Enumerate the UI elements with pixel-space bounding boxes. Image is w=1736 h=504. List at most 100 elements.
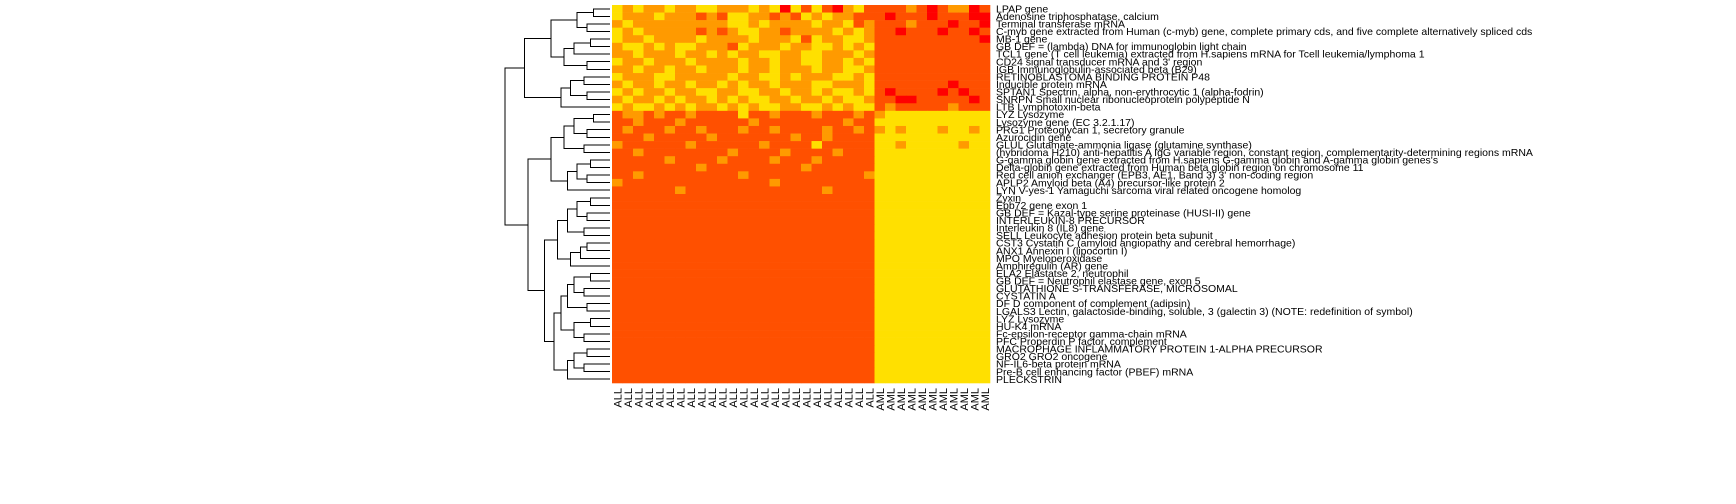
heatmap-cell — [717, 50, 728, 59]
heatmap-cell — [622, 35, 634, 44]
heatmap-cell — [727, 299, 739, 308]
heatmap-cell — [895, 322, 907, 331]
heatmap-cell — [717, 209, 728, 217]
heatmap-cell — [685, 292, 697, 301]
heatmap-cell — [664, 103, 676, 112]
heatmap-cell — [811, 156, 823, 165]
dendrogram-branch — [573, 42, 610, 55]
heatmap-cell — [664, 216, 676, 225]
heatmap-cell — [654, 163, 665, 172]
heatmap-cell — [832, 65, 844, 74]
heatmap-cell — [685, 337, 697, 346]
heatmap-cell — [759, 171, 770, 180]
heatmap-cell — [643, 12, 655, 21]
heatmap-cell — [790, 239, 802, 248]
heatmap-cell — [748, 277, 760, 286]
heatmap-cell — [748, 322, 760, 331]
heatmap-cell — [843, 352, 854, 361]
heatmap-cell — [769, 322, 781, 331]
heatmap-cell — [885, 65, 896, 74]
heatmap-cell — [801, 254, 812, 263]
heatmap-cell — [622, 322, 634, 331]
heatmap-cell — [843, 133, 854, 142]
heatmap-cell — [706, 148, 718, 157]
heatmap-cell — [769, 125, 781, 134]
heatmap-cell — [727, 201, 739, 210]
heatmap-cell — [717, 80, 728, 89]
row-label: GLUL Glutamate-ammonia ligase (glutamine… — [996, 139, 1252, 151]
heatmap-cell — [790, 5, 802, 13]
heatmap-cell — [906, 118, 917, 127]
heatmap-cell — [937, 50, 949, 59]
heatmap-cell — [853, 88, 865, 97]
heatmap-cell — [864, 125, 875, 134]
heatmap-cell — [633, 95, 644, 104]
heatmap-cell — [706, 163, 718, 172]
heatmap-cell — [958, 254, 970, 263]
heatmap-cell — [958, 307, 970, 316]
heatmap-cell — [717, 292, 728, 301]
heatmap-cell — [633, 367, 644, 376]
heatmap-cell — [622, 5, 634, 13]
heatmap-cell — [948, 178, 959, 187]
heatmap-cell — [927, 277, 938, 286]
heatmap-cell — [916, 292, 928, 301]
heatmap-cell — [906, 65, 917, 74]
heatmap-cell — [685, 118, 697, 127]
heatmap-cell — [885, 231, 896, 240]
heatmap-cell — [717, 186, 728, 195]
heatmap-cell — [916, 65, 928, 74]
heatmap-cell — [759, 352, 770, 361]
heatmap-cell — [706, 5, 718, 13]
heatmap-cell — [643, 307, 655, 316]
heatmap-cell — [738, 95, 749, 104]
heatmap-cell — [811, 95, 823, 104]
heatmap-cell — [885, 224, 896, 233]
heatmap-cell — [969, 367, 980, 376]
heatmap-cell — [706, 186, 718, 195]
heatmap-cell — [885, 42, 896, 51]
heatmap-cell — [769, 299, 781, 308]
heatmap-cell — [759, 133, 770, 142]
heatmap-cell — [738, 299, 749, 308]
heatmap-cell — [801, 35, 812, 44]
heatmap-cell — [654, 224, 665, 233]
heatmap-cell — [948, 12, 959, 21]
dendrogram-branch — [576, 12, 594, 29]
heatmap-cell — [769, 239, 781, 248]
row-label: Terminal transferase mRNA — [996, 19, 1125, 31]
heatmap-cell — [958, 148, 970, 157]
heatmap-cell — [706, 322, 718, 331]
heatmap-cell — [748, 239, 760, 248]
dendrogram-branch — [524, 38, 561, 99]
heatmap-cell — [727, 35, 739, 44]
heatmap-cell — [696, 224, 707, 233]
heatmap-cell — [790, 194, 802, 202]
heatmap-cell — [927, 73, 938, 81]
heatmap-cell — [927, 352, 938, 361]
dendrogram-branch — [593, 114, 610, 123]
heatmap-cell — [769, 148, 781, 157]
heatmap-cell — [916, 95, 928, 104]
heatmap-cell — [769, 57, 781, 66]
heatmap-cell — [811, 337, 823, 346]
heatmap-cell — [948, 20, 959, 28]
column-label: ALL — [728, 388, 740, 408]
column-label: ALL — [749, 388, 761, 408]
heatmap-cell — [853, 314, 865, 323]
heatmap-cell — [622, 65, 634, 74]
heatmap-cell — [916, 367, 928, 376]
heatmap-cell — [811, 50, 823, 59]
heatmap-cell — [622, 292, 634, 301]
heatmap-cell — [969, 20, 980, 28]
heatmap-cell — [885, 216, 896, 225]
heatmap-cell — [780, 367, 791, 376]
row-label: SNRPN Small nuclear ribonucleoprotein po… — [996, 94, 1250, 106]
heatmap-cell — [706, 284, 718, 293]
heatmap-cell — [612, 5, 623, 13]
heatmap-cell — [958, 178, 970, 187]
heatmap-cell — [874, 88, 886, 97]
column-label: ALL — [780, 388, 792, 408]
heatmap-cell — [612, 262, 623, 270]
heatmap-cell — [927, 133, 938, 142]
